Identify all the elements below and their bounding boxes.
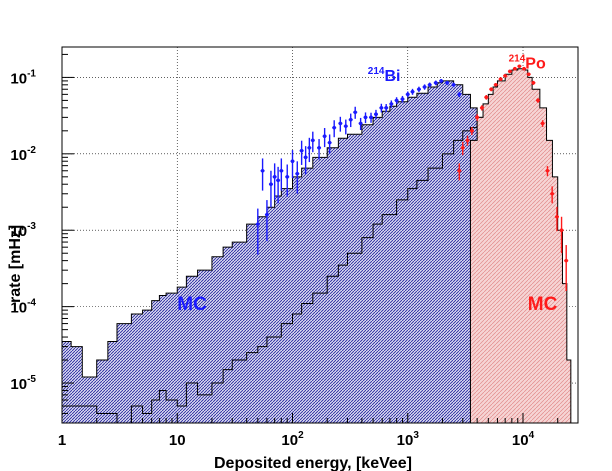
data-point (531, 80, 536, 85)
bi-mc-lower-histogram (62, 116, 496, 423)
x-axis-label: Deposited energy, [keVee] (214, 455, 412, 471)
data-point (513, 66, 517, 71)
data-point (564, 258, 569, 263)
y-tick-label: 10-1 (10, 68, 36, 87)
axis-ticks: 1 10 102 103 104 10-5 10-4 10-3 10-2 10-1 (10, 53, 579, 449)
data-point (470, 129, 474, 133)
data-point (457, 168, 462, 173)
data-point (384, 106, 388, 110)
data-point (348, 117, 353, 122)
y-tick-label: 10-2 (10, 145, 36, 164)
data-point (417, 87, 421, 92)
series-layer (62, 64, 578, 423)
data-point (427, 83, 432, 87)
data-point (433, 80, 438, 85)
po-label: 214Po (509, 54, 546, 73)
data-point (272, 175, 277, 179)
data-point (465, 138, 470, 143)
data-point (508, 69, 512, 74)
x-tick-label: 103 (397, 430, 420, 449)
data-point (460, 145, 465, 150)
data-point (555, 214, 559, 219)
x-tick-label: 104 (512, 430, 535, 449)
data-point (545, 168, 550, 173)
data-point (311, 138, 315, 143)
data-point (389, 102, 394, 106)
data-point (303, 155, 308, 160)
data-point (457, 92, 462, 97)
data-point (445, 80, 450, 85)
data-point (379, 106, 384, 110)
y-axis-label: rate [mHz] (7, 225, 24, 303)
bi-data-points (255, 78, 462, 255)
data-point (343, 124, 348, 128)
data-point (503, 73, 507, 78)
data-point (517, 64, 522, 69)
data-point (400, 97, 405, 101)
x-tick-label: 102 (281, 430, 304, 449)
data-point (475, 115, 479, 120)
data-point (410, 89, 415, 94)
data-point (353, 110, 358, 115)
data-point (276, 178, 280, 183)
data-point (332, 125, 336, 130)
data-point (480, 106, 484, 110)
data-point (374, 112, 378, 116)
data-point (327, 140, 332, 145)
data-point (295, 171, 300, 176)
data-point (358, 121, 363, 126)
data-point (550, 191, 554, 196)
data-point (256, 222, 260, 226)
po-data-points (457, 64, 569, 292)
data-point (439, 79, 443, 83)
data-point (299, 148, 304, 153)
data-point (290, 159, 295, 164)
data-point (405, 92, 410, 97)
data-point (451, 83, 456, 87)
data-point (422, 85, 427, 89)
data-point (307, 145, 312, 150)
data-point (369, 115, 373, 120)
data-point (338, 121, 343, 126)
data-point (536, 98, 540, 103)
data-point (363, 115, 368, 120)
x-tick-label: 10 (169, 432, 186, 449)
data-point (265, 212, 269, 217)
data-point (522, 66, 526, 71)
y-tick-label: 10-3 (10, 221, 36, 240)
data-point (269, 182, 273, 187)
data-point (285, 175, 290, 179)
data-point (394, 98, 399, 103)
mc-label: MC (528, 294, 558, 315)
y-tick-label: 10-5 (10, 374, 36, 393)
data-point (322, 134, 327, 139)
annotations: 214Bi 214Po MC MC (177, 54, 557, 315)
data-point (493, 83, 498, 87)
data-point (260, 168, 265, 173)
plot-frame (61, 46, 579, 424)
data-point (498, 77, 503, 81)
bi-label: 214Bi (368, 66, 401, 85)
x-tick-label: 1 (58, 432, 66, 449)
mc-label: MC (177, 294, 207, 315)
data-point (279, 168, 284, 173)
data-point (559, 228, 564, 233)
data-point (484, 95, 489, 100)
y-tick-label: 10-4 (10, 298, 36, 317)
data-point (540, 121, 545, 126)
data-point (317, 145, 321, 150)
data-point (489, 87, 494, 92)
data-point (526, 72, 531, 77)
